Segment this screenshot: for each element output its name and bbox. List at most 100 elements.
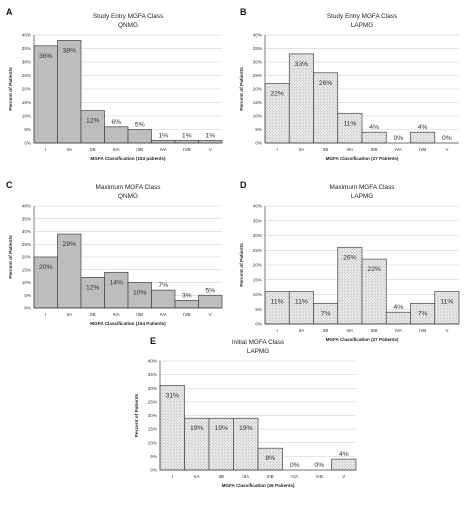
y-axis-title-e: Percent of Patients: [134, 393, 140, 437]
data-label: 36%: [39, 53, 53, 60]
data-label: 4%: [393, 304, 403, 311]
y-tick-label: 15%: [148, 427, 157, 432]
bar-e-iia: [184, 417, 210, 471]
data-label: 38%: [62, 47, 76, 54]
data-label: 11%: [271, 299, 284, 306]
bar-a-v: [198, 139, 223, 144]
x-tick-label: IIIB: [371, 147, 378, 152]
x-tick-label: IIIB: [136, 147, 143, 152]
bar-b-iiia: [337, 112, 363, 144]
bar-a-ivb: [174, 139, 199, 144]
x-tick-label: IIA: [194, 474, 201, 479]
x-tick-label: IVA: [160, 147, 168, 152]
y-tick-label: 10%: [253, 114, 262, 119]
data-label: 1%: [158, 132, 168, 139]
y-tick-label: 25%: [253, 73, 262, 78]
y-tick-label: 0%: [255, 141, 262, 146]
data-label: 6%: [111, 119, 121, 126]
y-tick-label: 20%: [22, 87, 31, 92]
x-tick-label: IIA: [66, 147, 73, 152]
chart-subtitle-a: QNMG: [118, 22, 138, 29]
x-tick-label: IIIA: [346, 328, 354, 333]
y-tick-label: 40%: [22, 33, 31, 38]
panel-letter-a: A: [6, 7, 13, 17]
x-tick-label: IIIA: [242, 474, 250, 479]
y-tick-label: 30%: [22, 60, 31, 65]
x-tick-label: V: [209, 312, 213, 317]
data-label: 7%: [321, 310, 331, 317]
chart-panel-c: C Maximum MGFA Class QNMG 0% 5% 10% 15% 20% 25% 3…: [6, 180, 223, 326]
bar-d-v: [434, 291, 460, 325]
y-tick-label: 35%: [253, 218, 262, 223]
chart-panel-b: B Study Entry MGFA Class LAPMG 0% 5% 10% 15% 20…: [239, 7, 459, 161]
x-tick-label: IIA: [66, 312, 73, 317]
x-tick-label: IVA: [395, 328, 403, 333]
data-label: 3%: [182, 292, 192, 299]
bar-b-ivb: [410, 131, 436, 144]
bar-e-v: [331, 458, 357, 471]
y-tick-label: 30%: [148, 386, 157, 391]
data-label: 22%: [367, 266, 381, 273]
data-label: 11%: [343, 120, 356, 127]
y-tick-label: 0%: [150, 468, 157, 473]
data-label: 20%: [39, 264, 53, 271]
data-label: 0%: [393, 135, 403, 142]
x-tick-label: IVB: [183, 312, 190, 317]
y-tick-label: 0%: [24, 306, 31, 311]
chart-panel-e: E Initial MGFA Class LAPMG 0% 5% 10% 15% 20% 25%…: [134, 336, 357, 488]
data-label: 14%: [109, 279, 123, 286]
bar-a-iiib: [127, 129, 152, 144]
data-label: 29%: [62, 241, 76, 248]
bar-a-i: [33, 45, 58, 144]
data-label: 19%: [190, 425, 204, 432]
x-tick-label: V: [445, 147, 449, 152]
y-tick-label: 40%: [253, 204, 262, 209]
x-tick-label: IIA: [299, 328, 306, 333]
x-tick-label: I: [45, 147, 46, 152]
x-tick-label: IIIA: [113, 312, 121, 317]
y-tick-label: 15%: [22, 267, 31, 272]
x-tick-label: IIIA: [346, 147, 354, 152]
data-label: 4%: [339, 451, 349, 458]
y-tick-label: 15%: [22, 100, 31, 105]
x-tick-label: IVB: [419, 328, 426, 333]
bar-d-i: [264, 291, 290, 325]
x-tick-label: IIIA: [113, 147, 121, 152]
chart-subtitle-d: LAPMG: [351, 193, 373, 200]
y-axis-title-c: Percent of Patients: [8, 235, 14, 279]
chart-title-e: Initial MGFA Class: [232, 339, 284, 346]
y-tick-label: 35%: [148, 372, 157, 377]
y-tick-label: 5%: [255, 127, 262, 132]
chart-subtitle-e: LAPMG: [247, 348, 269, 355]
y-axis-title-a: Percent of Patients: [8, 67, 14, 111]
y-tick-label: 5%: [24, 293, 31, 298]
y-tick-label: 20%: [253, 87, 262, 92]
y-tick-label: 40%: [22, 204, 31, 209]
x-tick-label: V: [445, 328, 449, 333]
x-tick-label: IVB: [316, 474, 323, 479]
data-label: 0%: [314, 462, 324, 469]
bar-b-iiib: [361, 131, 387, 144]
y-tick-label: 30%: [22, 229, 31, 234]
bar-c-v: [198, 294, 223, 309]
data-label: 7%: [158, 282, 168, 289]
bar-e-iiia: [233, 417, 259, 471]
x-tick-label: IIIB: [267, 474, 274, 479]
x-axis-title-e: MGFA Classification (26 Patients): [222, 483, 295, 488]
data-label: 10%: [133, 290, 147, 297]
y-tick-label: 10%: [22, 114, 31, 119]
chart-title-d: Maximum MGFA Class: [330, 184, 395, 191]
chart-title-a: Study Entry MGFA Class: [93, 13, 163, 20]
x-tick-label: IIB: [218, 474, 224, 479]
data-label: 4%: [369, 124, 379, 131]
data-label: 33%: [295, 61, 309, 68]
y-tick-label: 20%: [148, 413, 157, 418]
data-label: 31%: [165, 393, 179, 400]
chart-panel-d: D Maximum MGFA Class LAPMG 0% 5% 10% 15% 20% 25%…: [239, 180, 460, 342]
x-axis-title-a: MGFA Classification (153 patients): [90, 156, 166, 161]
bar-c-ivb: [174, 300, 199, 309]
x-tick-label: IVA: [395, 147, 403, 152]
x-tick-label: IVB: [183, 147, 190, 152]
y-tick-label: 25%: [22, 242, 31, 247]
